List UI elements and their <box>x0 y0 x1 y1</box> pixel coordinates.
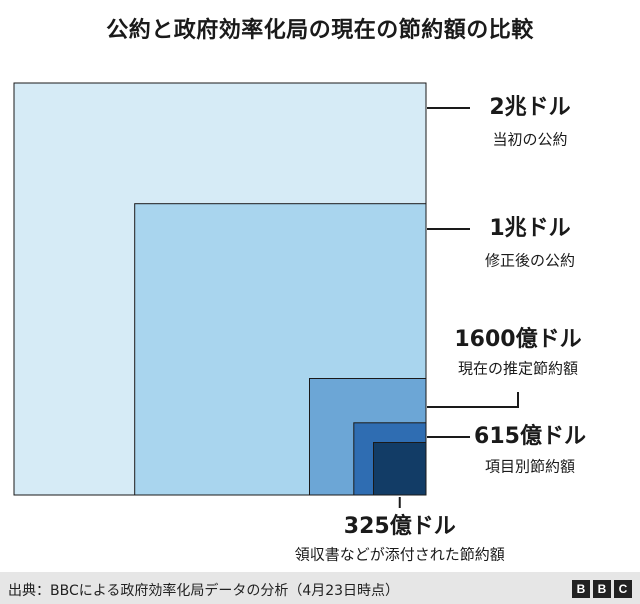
leader-line <box>427 392 519 408</box>
series-label: 領収書などが添付された節約額 <box>295 546 505 564</box>
value-label: 2兆ドル <box>489 95 570 120</box>
value-label: 615億ドル <box>474 423 586 449</box>
area-square <box>373 442 427 496</box>
bbc-logo-letter: C <box>614 580 632 598</box>
source-note: 出典：BBCによる政府効率化局データの分析（4月23日時点） <box>8 583 400 599</box>
series-label: 項目別節約額 <box>485 458 575 476</box>
bbc-logo: B B C <box>572 580 632 598</box>
series-label: 修正後の公約 <box>485 252 575 270</box>
bbc-logo-letter: B <box>572 580 590 598</box>
value-label: 1兆ドル <box>489 216 570 241</box>
value-label: 325億ドル <box>344 513 456 539</box>
series-label: 現在の推定節約額 <box>458 360 578 378</box>
bbc-logo-letter: B <box>593 580 611 598</box>
footer: 出典：BBCによる政府効率化局データの分析（4月23日時点） B B C <box>0 572 640 604</box>
chart-title: 公約と政府効率化局の現在の節約額の比較 <box>106 18 534 43</box>
series-label: 当初の公約 <box>492 131 567 149</box>
value-label: 1600億ドル <box>454 326 581 352</box>
